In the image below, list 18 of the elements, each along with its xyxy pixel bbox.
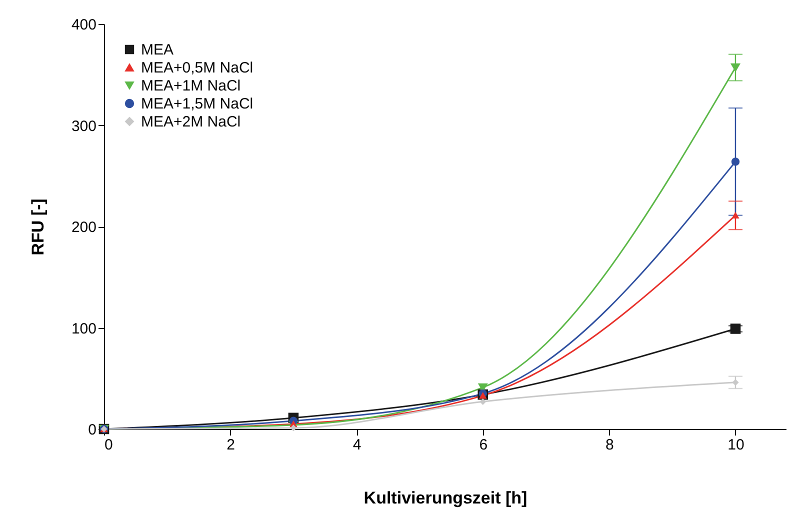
y-tick-label: 100 xyxy=(71,320,96,338)
legend-label: MEA+1,5M NaCl xyxy=(141,96,254,112)
x-tick-label: 6 xyxy=(479,436,488,454)
legend-label: MEA+2M NaCl xyxy=(141,114,241,130)
x-tick-label: 8 xyxy=(606,436,614,454)
x-tick-label: 10 xyxy=(728,436,744,454)
legend-label: MEA+1M NaCl xyxy=(141,78,241,94)
x-axis-title: Kultivierungszeit [h] xyxy=(364,488,528,508)
y-tick-label: 400 xyxy=(71,16,96,34)
x-tick-label: 4 xyxy=(352,436,362,454)
y-tick-label: 300 xyxy=(71,118,96,135)
x-tick-label: 0 xyxy=(104,436,113,454)
legend-label: MEA+0,5M NaCl xyxy=(141,60,254,76)
y-axis-title: RFU [-] xyxy=(28,198,48,256)
y-tick-label: 0 xyxy=(88,422,96,438)
legend-label: MEA xyxy=(141,42,174,58)
x-tick-label: 2 xyxy=(226,436,235,454)
y-tick-label: 200 xyxy=(71,219,96,236)
